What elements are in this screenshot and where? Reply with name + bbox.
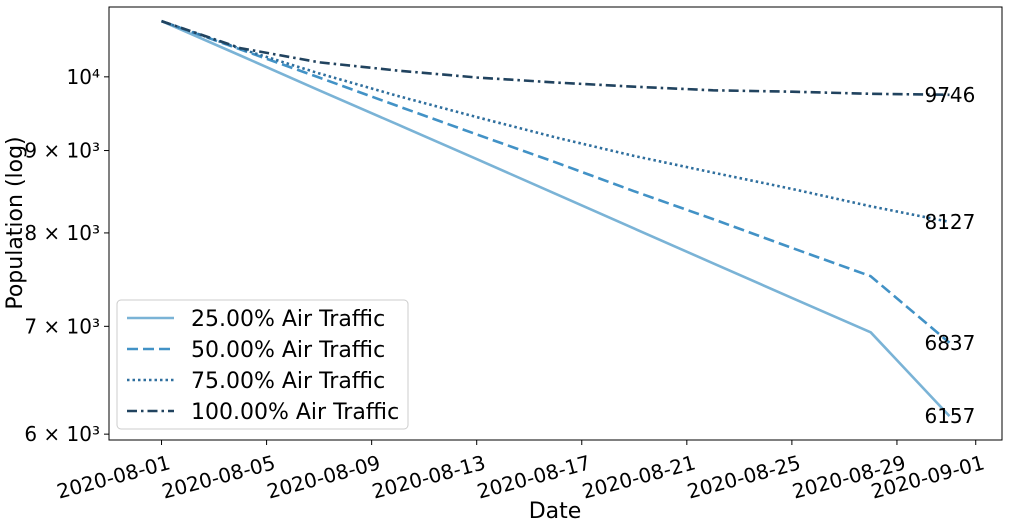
legend-label: 75.00% Air Traffic (191, 369, 385, 394)
y-axis-title: Population (log) (3, 136, 28, 309)
legend: 25.00% Air Traffic 50.00% Air Traffic 75.0… (116, 299, 409, 430)
series-line-1 (160, 19, 951, 417)
y-axis-ticks: 6 × 10³ 7 × 10³ 8 × 10³ 9 × 10³ 10⁴ (24, 65, 109, 446)
legend-label: 25.00% Air Traffic (191, 307, 385, 332)
y-tick-label: 6 × 10³ (24, 422, 100, 446)
end-value-labels: 6157 6837 8127 9746 (924, 83, 975, 428)
y-tick-label: 10⁴ (67, 65, 100, 89)
end-value-label: 8127 (924, 210, 975, 234)
end-value-label: 6157 (924, 404, 975, 428)
end-value-label: 9746 (924, 83, 975, 107)
series-line-3 (161, 19, 950, 224)
y-tick-label: 9 × 10³ (24, 139, 100, 163)
x-axis-title: Date (529, 499, 582, 524)
end-value-label: 6837 (924, 331, 975, 355)
legend-label: 100.00% Air Traffic (191, 400, 399, 425)
y-tick-label: 8 × 10³ (24, 221, 100, 245)
series-line-4 (161, 19, 950, 97)
y-tick-label: 7 × 10³ (24, 314, 100, 338)
plot-frame (108, 6, 1003, 441)
legend-box (116, 299, 409, 430)
legend-label: 50.00% Air Traffic (191, 338, 385, 363)
series-line-2 (161, 19, 951, 344)
plot-lines (160, 19, 951, 417)
